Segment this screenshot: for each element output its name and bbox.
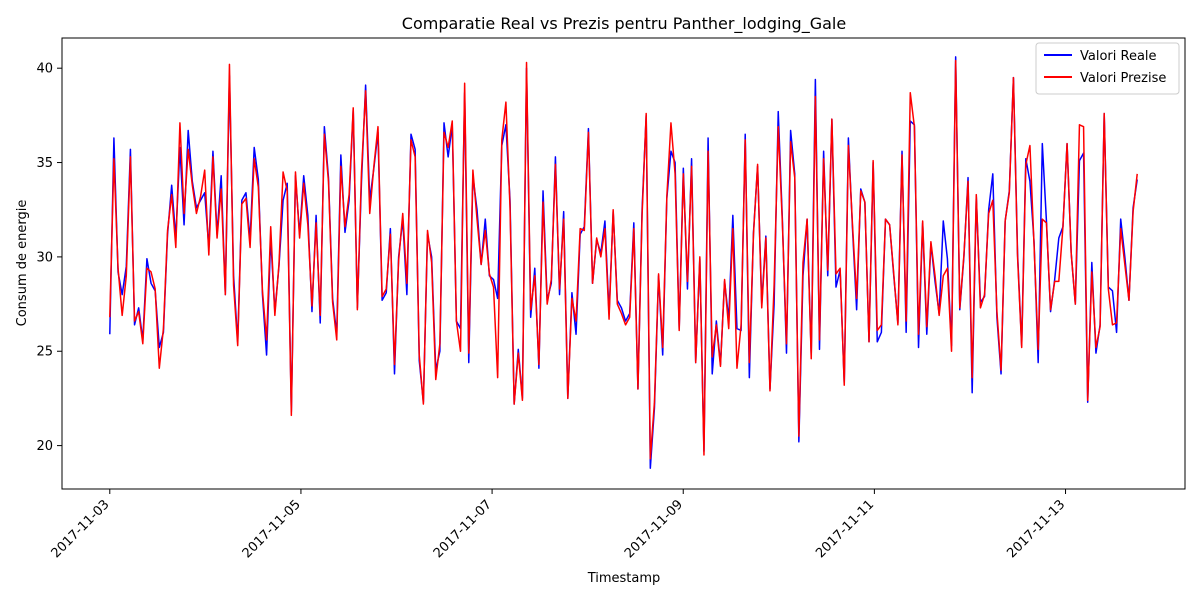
- chart-title: Comparatie Real vs Prezis pentru Panther…: [402, 14, 846, 34]
- legend-label-predicted: Valori Prezise: [1080, 71, 1166, 86]
- y-tick-label: 35: [36, 156, 53, 171]
- x-axis-label: Timestamp: [587, 571, 661, 586]
- y-tick-label: 20: [36, 439, 53, 454]
- y-tick-label: 25: [36, 345, 53, 360]
- series-line-predicted: [109, 59, 1138, 460]
- y-axis-label: Consum de energie: [15, 200, 30, 327]
- plot-frame: [61, 37, 1186, 490]
- y-tick-label: 30: [36, 250, 53, 265]
- y-tick-label: 40: [36, 62, 53, 77]
- legend-label-real: Valori Reale: [1080, 49, 1157, 64]
- legend: Valori Reale Valori Prezise: [1035, 42, 1180, 95]
